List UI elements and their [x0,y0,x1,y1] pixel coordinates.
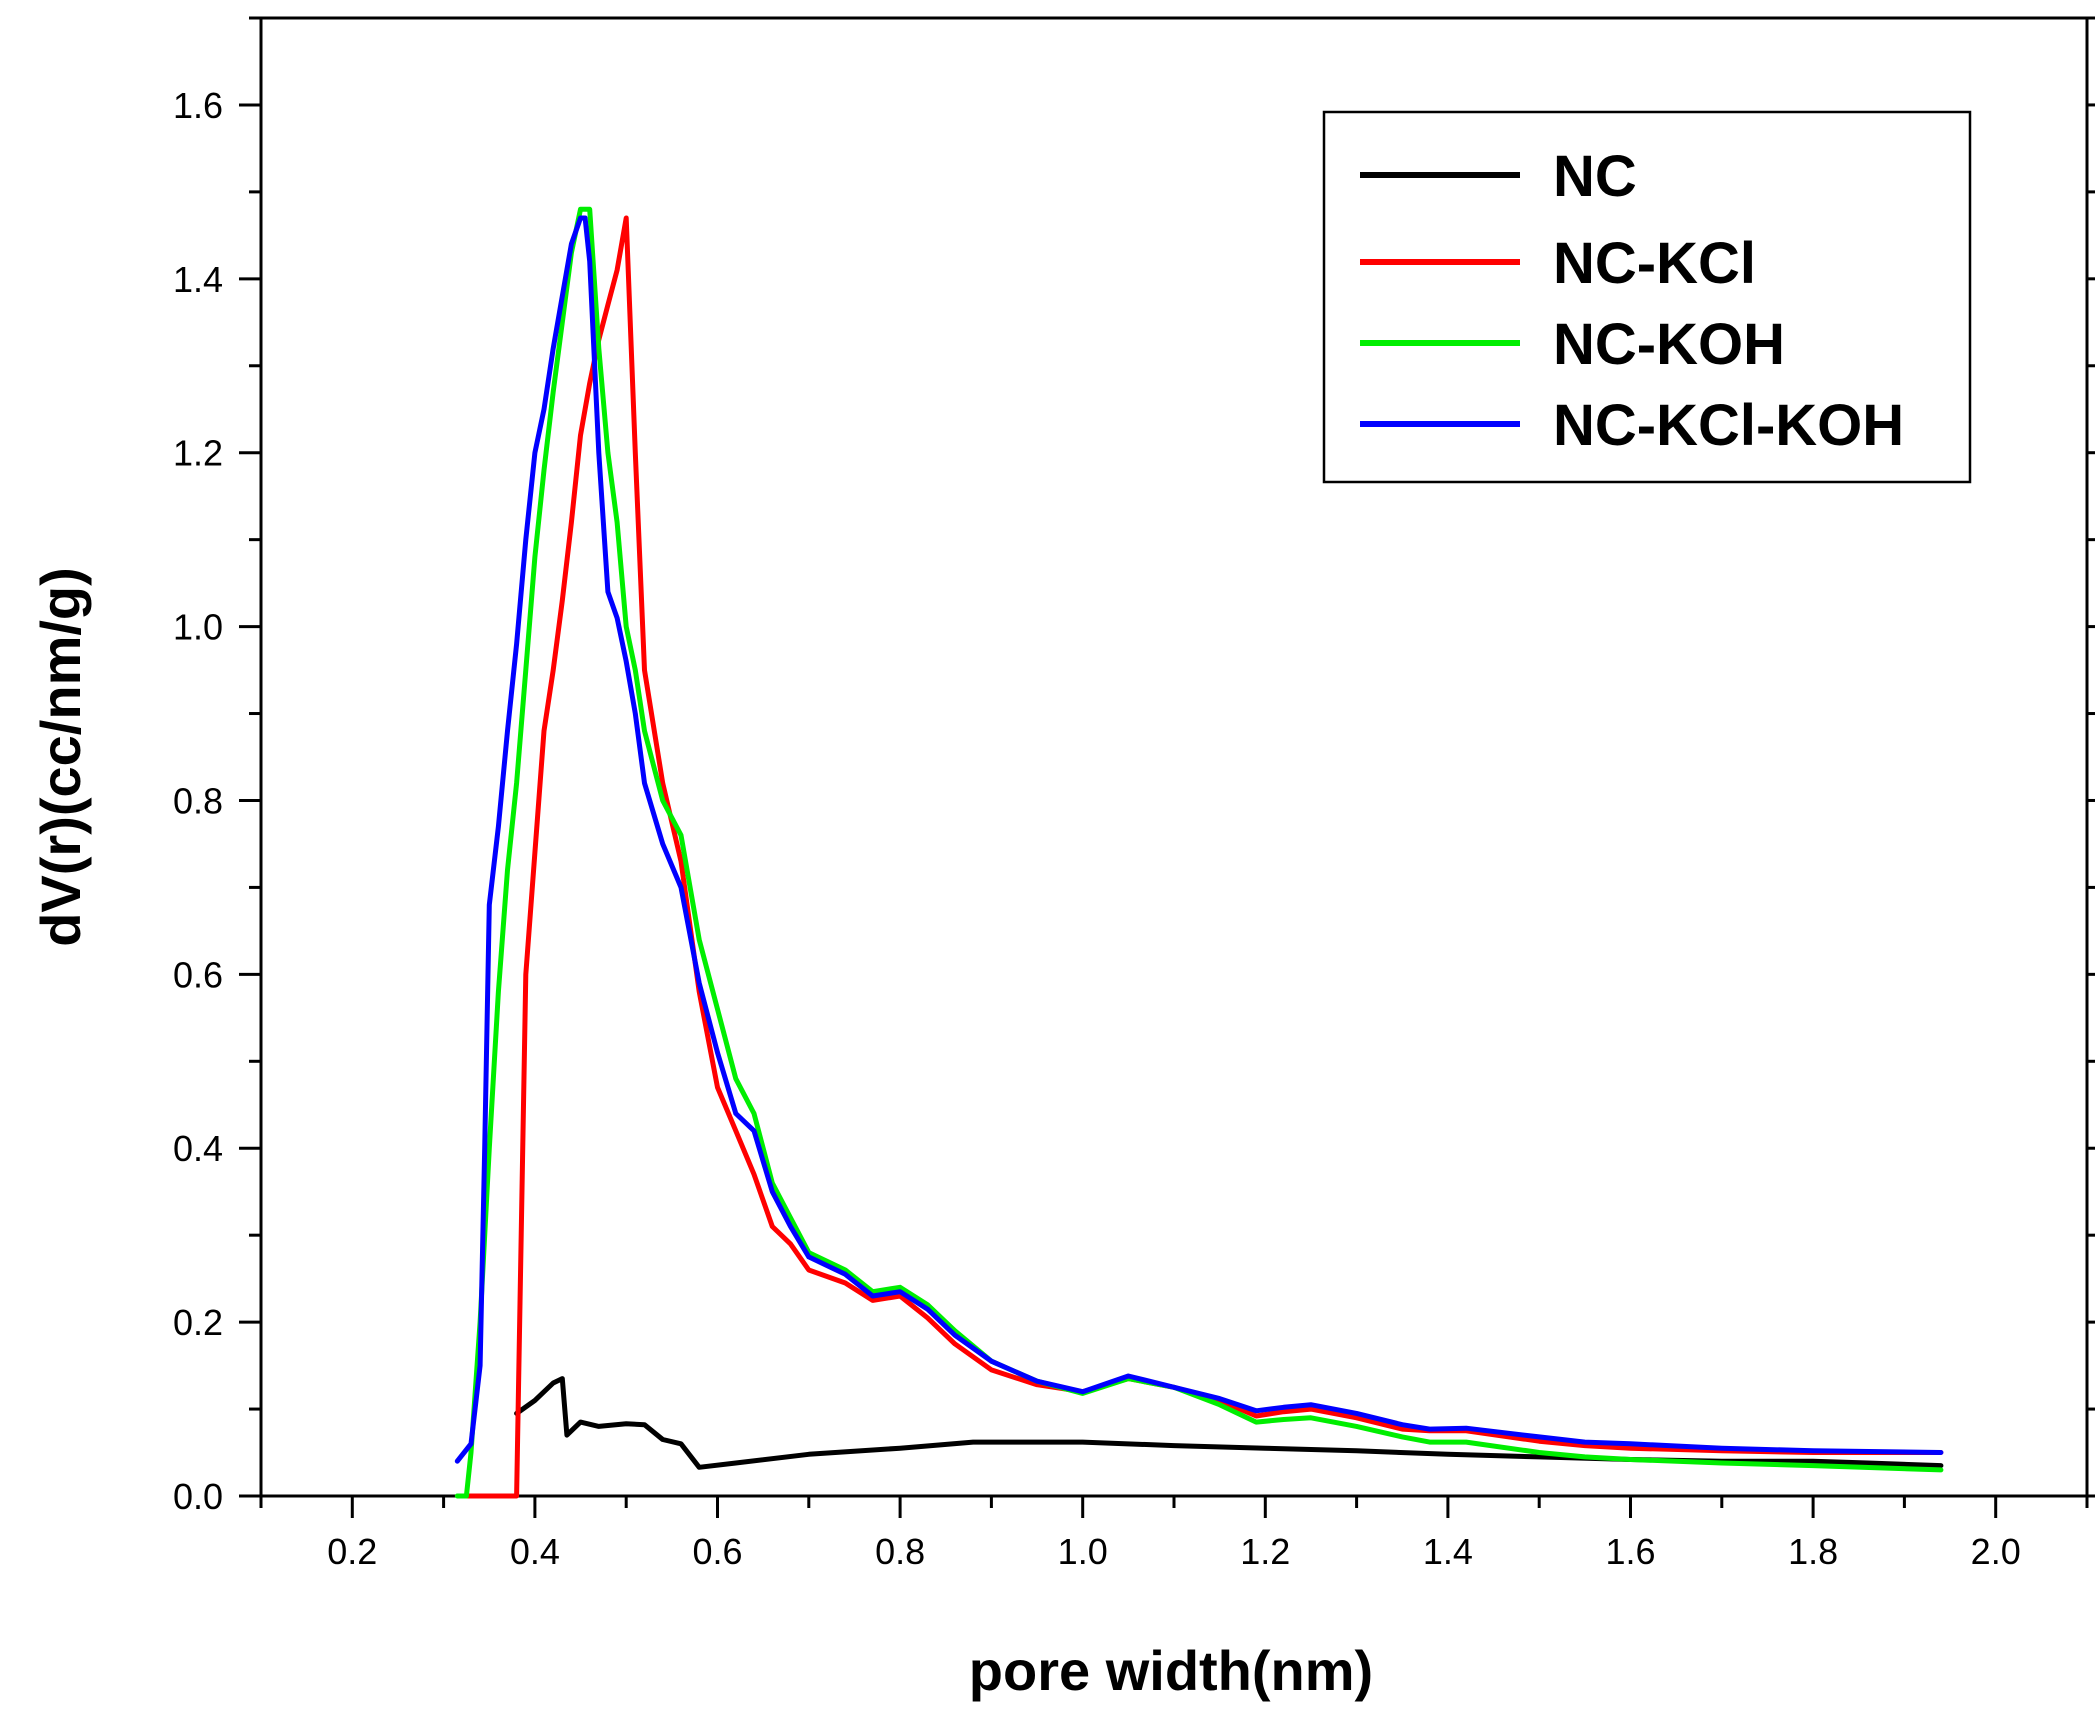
x-tick-label: 1.0 [1058,1531,1108,1572]
x-tick-label: 0.6 [692,1531,742,1572]
y-tick-label: 1.2 [173,433,223,474]
y-tick-label: 1.4 [173,259,223,300]
y-tick-label: 0.8 [173,780,223,821]
x-tick-label: 1.2 [1240,1531,1290,1572]
x-tick-label: 0.2 [327,1531,377,1572]
x-tick-label: 0.4 [510,1531,560,1572]
y-axis-title: dV(r)(cc/nm/g) [29,567,92,947]
legend-label-nc-kcl: NC-KCl [1553,231,1756,296]
y-tick-label: 1.0 [173,607,223,648]
legend-label-nc-kcl-koh: NC-KCl-KOH [1553,393,1904,458]
ticks-layer: 0.2 0.4 0.6 0.8 1.0 1.2 1.4 1.6 1.8 2.0 0.0 0.2 0.4 0… [173,16,2095,1572]
lines-layer [454,206,1944,1499]
legend-label-nc-koh: NC-KOH [1553,312,1785,377]
x-tick-label: 2.0 [1971,1531,2021,1572]
x-axis-title: pore width(nm) [969,1639,1373,1702]
series-line-nc-koh [454,206,1944,1499]
series-line-nc [514,1376,1944,1470]
legend: NC NC-KCl NC-KOH NC-KCl-KOH [1322,110,1972,484]
x-tick-label: 1.4 [1423,1531,1473,1572]
x-tick-label: 0.8 [875,1531,925,1572]
series-line-nc-kcl-koh [454,215,1944,1464]
series-line-nc-kcl [459,215,1944,1499]
x-tick-label: 1.6 [1605,1531,1655,1572]
legend-label-nc: NC [1553,144,1637,209]
y-tick-label: 0.4 [173,1128,223,1169]
x-tick-label: 1.8 [1788,1531,1838,1572]
y-tick-label: 1.6 [173,85,223,126]
y-tick-label: 0.0 [173,1476,223,1517]
y-tick-label: 0.6 [173,954,223,995]
y-tick-label: 0.2 [173,1302,223,1343]
